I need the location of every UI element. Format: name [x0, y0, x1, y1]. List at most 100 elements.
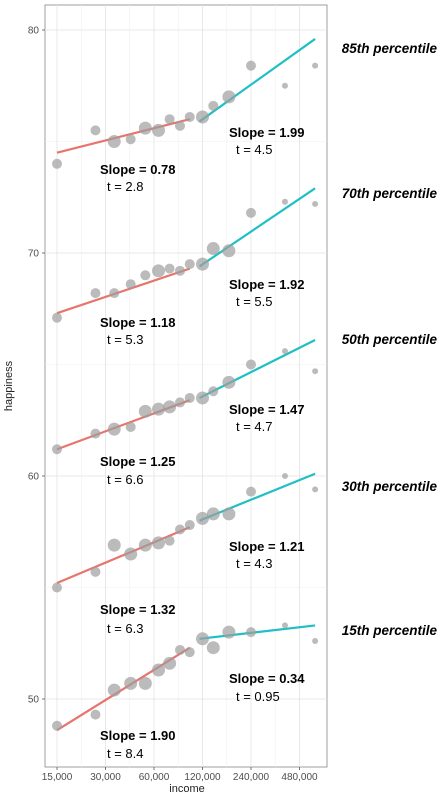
data-point — [164, 114, 175, 125]
data-point — [206, 507, 220, 521]
y-axis-ticks: 50 60 70 80 — [28, 26, 45, 706]
data-point — [90, 125, 101, 136]
data-points — [52, 60, 319, 731]
data-point — [138, 676, 152, 690]
data-point — [222, 90, 236, 104]
slope-label-low-income: Slope = 1.18 — [100, 315, 176, 330]
t-label-low-income: t = 8.4 — [107, 746, 144, 761]
data-point — [246, 486, 256, 497]
data-point — [107, 538, 121, 552]
y-tick-label: 70 — [28, 249, 40, 260]
data-point — [196, 632, 209, 646]
data-point — [152, 264, 166, 278]
t-label-low-income: t = 6.3 — [107, 621, 144, 636]
x-tick-label: 480,000 — [281, 772, 318, 783]
data-point — [281, 622, 288, 629]
regression-line-high-income — [198, 38, 316, 123]
grid-lines — [45, 5, 327, 767]
x-tick-label: 15,000 — [42, 772, 73, 783]
data-point — [246, 359, 256, 370]
data-point — [312, 368, 319, 375]
data-point — [52, 158, 62, 169]
data-point — [184, 259, 195, 270]
data-point — [208, 100, 219, 111]
data-point — [206, 242, 220, 256]
t-label-low-income: t = 2.8 — [107, 179, 144, 194]
regression-line-low-income — [56, 267, 191, 315]
data-point — [184, 647, 195, 658]
data-point — [52, 444, 62, 455]
data-point — [152, 663, 166, 677]
data-point — [163, 656, 177, 670]
x-tick-label: 60,000 — [139, 772, 170, 783]
regression-line-high-income — [199, 338, 316, 399]
data-point — [90, 566, 101, 577]
t-label-high-income: t = 5.5 — [236, 294, 273, 309]
slope-label-high-income: Slope = 1.47 — [229, 402, 305, 417]
data-point — [196, 110, 209, 124]
slope-label-low-income: Slope = 1.25 — [100, 454, 176, 469]
percentile-label: 15th percentile — [342, 623, 438, 638]
x-axis-title: income — [169, 783, 204, 795]
y-tick-label: 60 — [28, 472, 40, 483]
data-point — [164, 263, 175, 274]
slope-label-high-income: Slope = 1.92 — [229, 277, 305, 292]
t-label-high-income: t = 4.3 — [236, 556, 273, 571]
slope-label-high-income: Slope = 1.21 — [229, 539, 305, 554]
x-tick-label: 30,000 — [90, 772, 121, 783]
x-tick-label: 120,000 — [184, 772, 221, 783]
data-point — [281, 348, 288, 355]
percentile-label: 30th percentile — [342, 479, 438, 494]
data-point — [196, 257, 209, 271]
slope-label-low-income: Slope = 1.32 — [100, 602, 176, 617]
data-point — [125, 279, 136, 290]
data-point — [222, 375, 236, 389]
t-label-high-income: t = 0.95 — [236, 689, 280, 704]
slope-label-low-income: Slope = 0.78 — [100, 162, 176, 177]
data-point — [196, 391, 209, 405]
data-point — [107, 422, 121, 436]
data-point — [90, 709, 101, 720]
data-point — [138, 121, 152, 135]
data-point — [90, 428, 101, 439]
data-point — [208, 386, 219, 397]
data-point — [174, 265, 185, 276]
data-point — [222, 507, 236, 521]
y-tick-label: 50 — [28, 695, 40, 706]
y-axis-title: happiness — [3, 360, 15, 411]
data-point — [281, 82, 288, 89]
t-label-low-income: t = 5.3 — [107, 332, 144, 347]
data-point — [125, 421, 136, 432]
data-point — [246, 627, 256, 638]
data-point — [52, 312, 62, 323]
percentile-label: 50th percentile — [342, 332, 438, 347]
data-point — [124, 676, 138, 690]
data-point — [164, 535, 175, 546]
regression-line-high-income — [198, 187, 316, 268]
regression-line-low-income — [56, 118, 191, 154]
annotations: 85th percentile Slope = 1.99 t = 4.5 Slope … — [100, 41, 437, 761]
data-point — [152, 402, 166, 416]
data-point — [138, 538, 152, 552]
data-point — [281, 473, 288, 479]
data-point — [107, 135, 121, 148]
data-point — [109, 288, 120, 299]
data-point — [124, 547, 138, 561]
data-point — [52, 720, 62, 731]
data-point — [222, 625, 236, 639]
data-point — [140, 270, 151, 281]
percentile-label: 85th percentile — [342, 41, 438, 56]
data-point — [246, 60, 256, 71]
data-point — [184, 520, 195, 531]
data-point — [174, 644, 185, 655]
data-point — [90, 288, 101, 299]
data-point — [52, 582, 62, 593]
data-point — [206, 641, 220, 655]
data-point — [152, 536, 166, 550]
data-point — [312, 62, 319, 69]
regression-line-high-income — [199, 624, 316, 640]
data-point — [152, 123, 166, 137]
data-point — [125, 134, 136, 145]
percentile-label: 70th percentile — [342, 186, 438, 201]
